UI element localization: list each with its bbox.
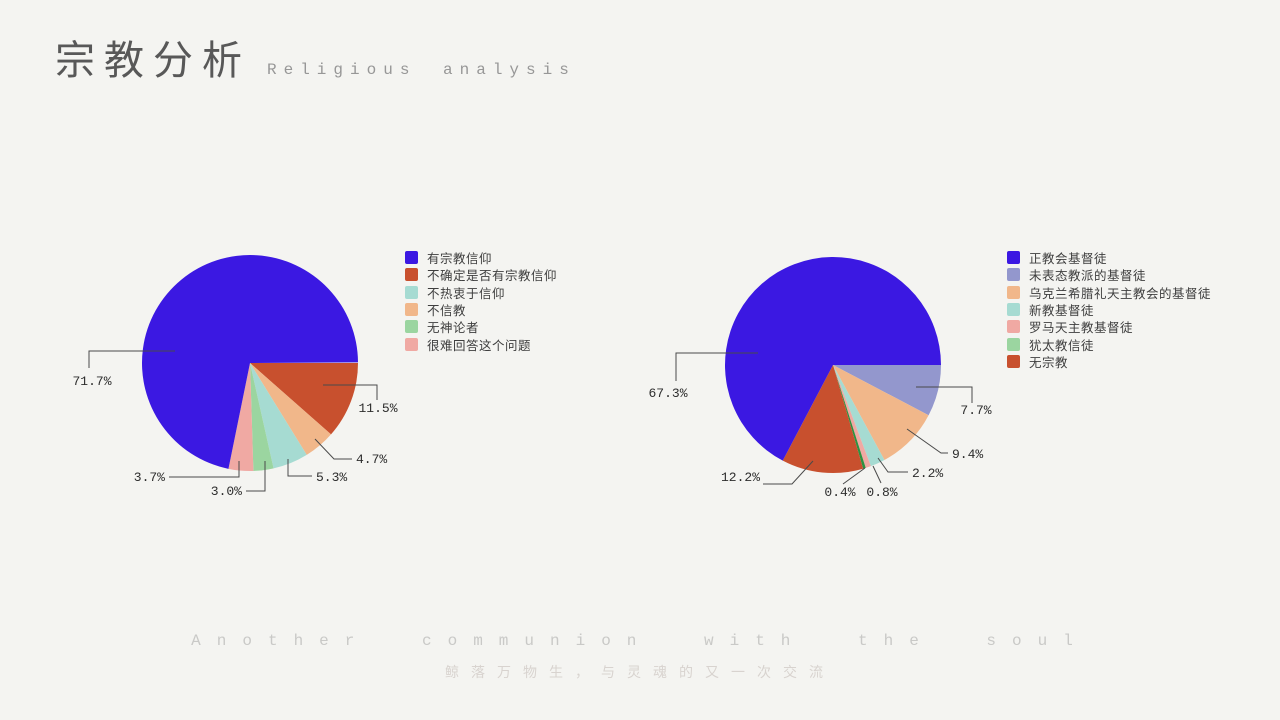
- percent-label: 0.4%: [824, 485, 855, 500]
- pie-slice: [833, 365, 929, 460]
- legend-swatch: [405, 268, 418, 282]
- leader-line: [877, 457, 908, 473]
- legend-label: 不信教: [427, 304, 467, 319]
- legend-label: 不热衷于信仰: [427, 286, 506, 301]
- percent-label: 2.2%: [912, 466, 943, 481]
- percent-label: 7.7%: [960, 403, 991, 418]
- legend-label: 很难回答这个问题: [427, 338, 532, 353]
- legend-item: 很难回答这个问题: [405, 335, 557, 353]
- right-pie-chart: 67.3% 7.7% 9.4% 2.2% 0.8% 0.4% 12.2%: [648, 256, 992, 500]
- legend-label: 未表态教派的基督徒: [1029, 269, 1147, 284]
- pie-slice: [833, 365, 941, 416]
- legend-item: 罗马天主教基督徒: [1007, 318, 1211, 335]
- legend-label: 正教会基督徒: [1029, 252, 1108, 267]
- left-pie-chart: 71.7% 11.5% 5.3% 4.7% 3.0% 3.7%: [72, 254, 398, 499]
- pie-slice: [250, 363, 274, 471]
- legend-swatch: [1007, 354, 1020, 368]
- legend-swatch: [1007, 303, 1020, 317]
- percent-label: 3.0%: [211, 484, 242, 499]
- legend-left-pie: 有宗教信仰不确定是否有宗教信仰 不热衷于信仰 不信教无神论者很难回答这个问题: [405, 249, 557, 353]
- pie-slice: [725, 256, 941, 461]
- percent-label: 12.2%: [721, 470, 760, 485]
- pie-slice: [833, 365, 866, 469]
- legend-swatch: [405, 337, 418, 351]
- pie-slice: [782, 365, 864, 473]
- legend-item: 正教会基督徒: [1007, 249, 1211, 266]
- legend-swatch: [405, 320, 418, 334]
- pie-slice: [250, 363, 358, 435]
- footer: Another communion with the soul 鲸落万物生，与灵…: [0, 632, 1280, 682]
- percent-label: 67.3%: [648, 386, 687, 401]
- legend-label: 罗马天主教基督徒: [1029, 321, 1134, 336]
- legend-swatch: [1007, 320, 1020, 334]
- percent-label: 3.7%: [134, 470, 165, 485]
- header: 宗教分析 Religious analysis: [55, 38, 576, 84]
- legend-swatch: [405, 285, 418, 299]
- page-subtitle: Religious analysis: [267, 61, 576, 79]
- pie-slice: [833, 365, 885, 467]
- pie-slice: [228, 363, 254, 472]
- legend-swatch: [1007, 337, 1020, 351]
- legend-item: 无神论者: [405, 318, 557, 335]
- footer-tagline-zh: 鲸落万物生，与灵魂的又一次交流: [445, 664, 835, 680]
- pie-slice: [833, 365, 871, 468]
- legend-item: 新教基督徒: [1007, 301, 1211, 318]
- legend-label: 有宗教信仰: [427, 252, 493, 267]
- leader-line: [872, 465, 882, 484]
- leader-line: [323, 384, 378, 400]
- percent-label: 11.5%: [358, 401, 397, 416]
- percent-label: 9.4%: [952, 447, 983, 462]
- legend-swatch: [1007, 251, 1020, 265]
- legend-swatch: [1007, 285, 1020, 299]
- legend-label: 新教基督徒: [1029, 304, 1095, 319]
- leader-line: [906, 428, 948, 454]
- legend-item: 无宗教: [1007, 353, 1211, 370]
- legend-label: 犹太教信徒: [1029, 338, 1095, 353]
- percent-label: 0.8%: [866, 485, 897, 500]
- legend-item: 未表态教派的基督徒: [1007, 266, 1211, 283]
- leader-line: [287, 459, 312, 477]
- pie-slice: [250, 363, 332, 455]
- legend-item: 犹太教信徒: [1007, 335, 1211, 353]
- legend-label: 无神论者: [427, 321, 480, 336]
- leader-line: [246, 461, 266, 492]
- pie-slice: [142, 254, 358, 469]
- legend-label: 无宗教: [1029, 355, 1069, 370]
- legend-item: 不信教: [405, 301, 557, 318]
- legend-swatch: [405, 303, 418, 317]
- legend-item: 乌克兰希腊礼天主教会的基督徒: [1007, 284, 1211, 301]
- leader-line: [916, 386, 973, 403]
- legend-item: 有宗教信仰: [405, 249, 557, 266]
- legend-right-pie: 正教会基督徒未表态教派的基督徒乌克兰希腊礼天主教会的基督徒 新教基督徒罗马天主教基…: [1007, 249, 1211, 370]
- legend-item: 不确定是否有宗教信仰: [405, 266, 557, 283]
- leader-line: [842, 467, 866, 485]
- legend-swatch: [1007, 268, 1020, 282]
- percent-label: 71.7%: [72, 374, 111, 389]
- legend-label: 乌克兰希腊礼天主教会的基督徒: [1029, 286, 1212, 301]
- leader-line: [675, 352, 758, 381]
- legend-item: 不热衷于信仰: [405, 284, 557, 301]
- percent-label: 4.7%: [356, 452, 387, 467]
- leader-line: [314, 438, 352, 460]
- leader-line: [169, 461, 240, 478]
- pie-slice: [250, 363, 307, 469]
- footer-tagline-en: Another communion with the soul: [191, 632, 1089, 650]
- page-title: 宗教分析: [55, 39, 251, 83]
- legend-label: 不确定是否有宗教信仰: [427, 269, 558, 284]
- percent-label: 5.3%: [316, 470, 347, 485]
- leader-line: [763, 460, 814, 485]
- legend-swatch: [405, 251, 418, 265]
- leader-line: [88, 350, 175, 368]
